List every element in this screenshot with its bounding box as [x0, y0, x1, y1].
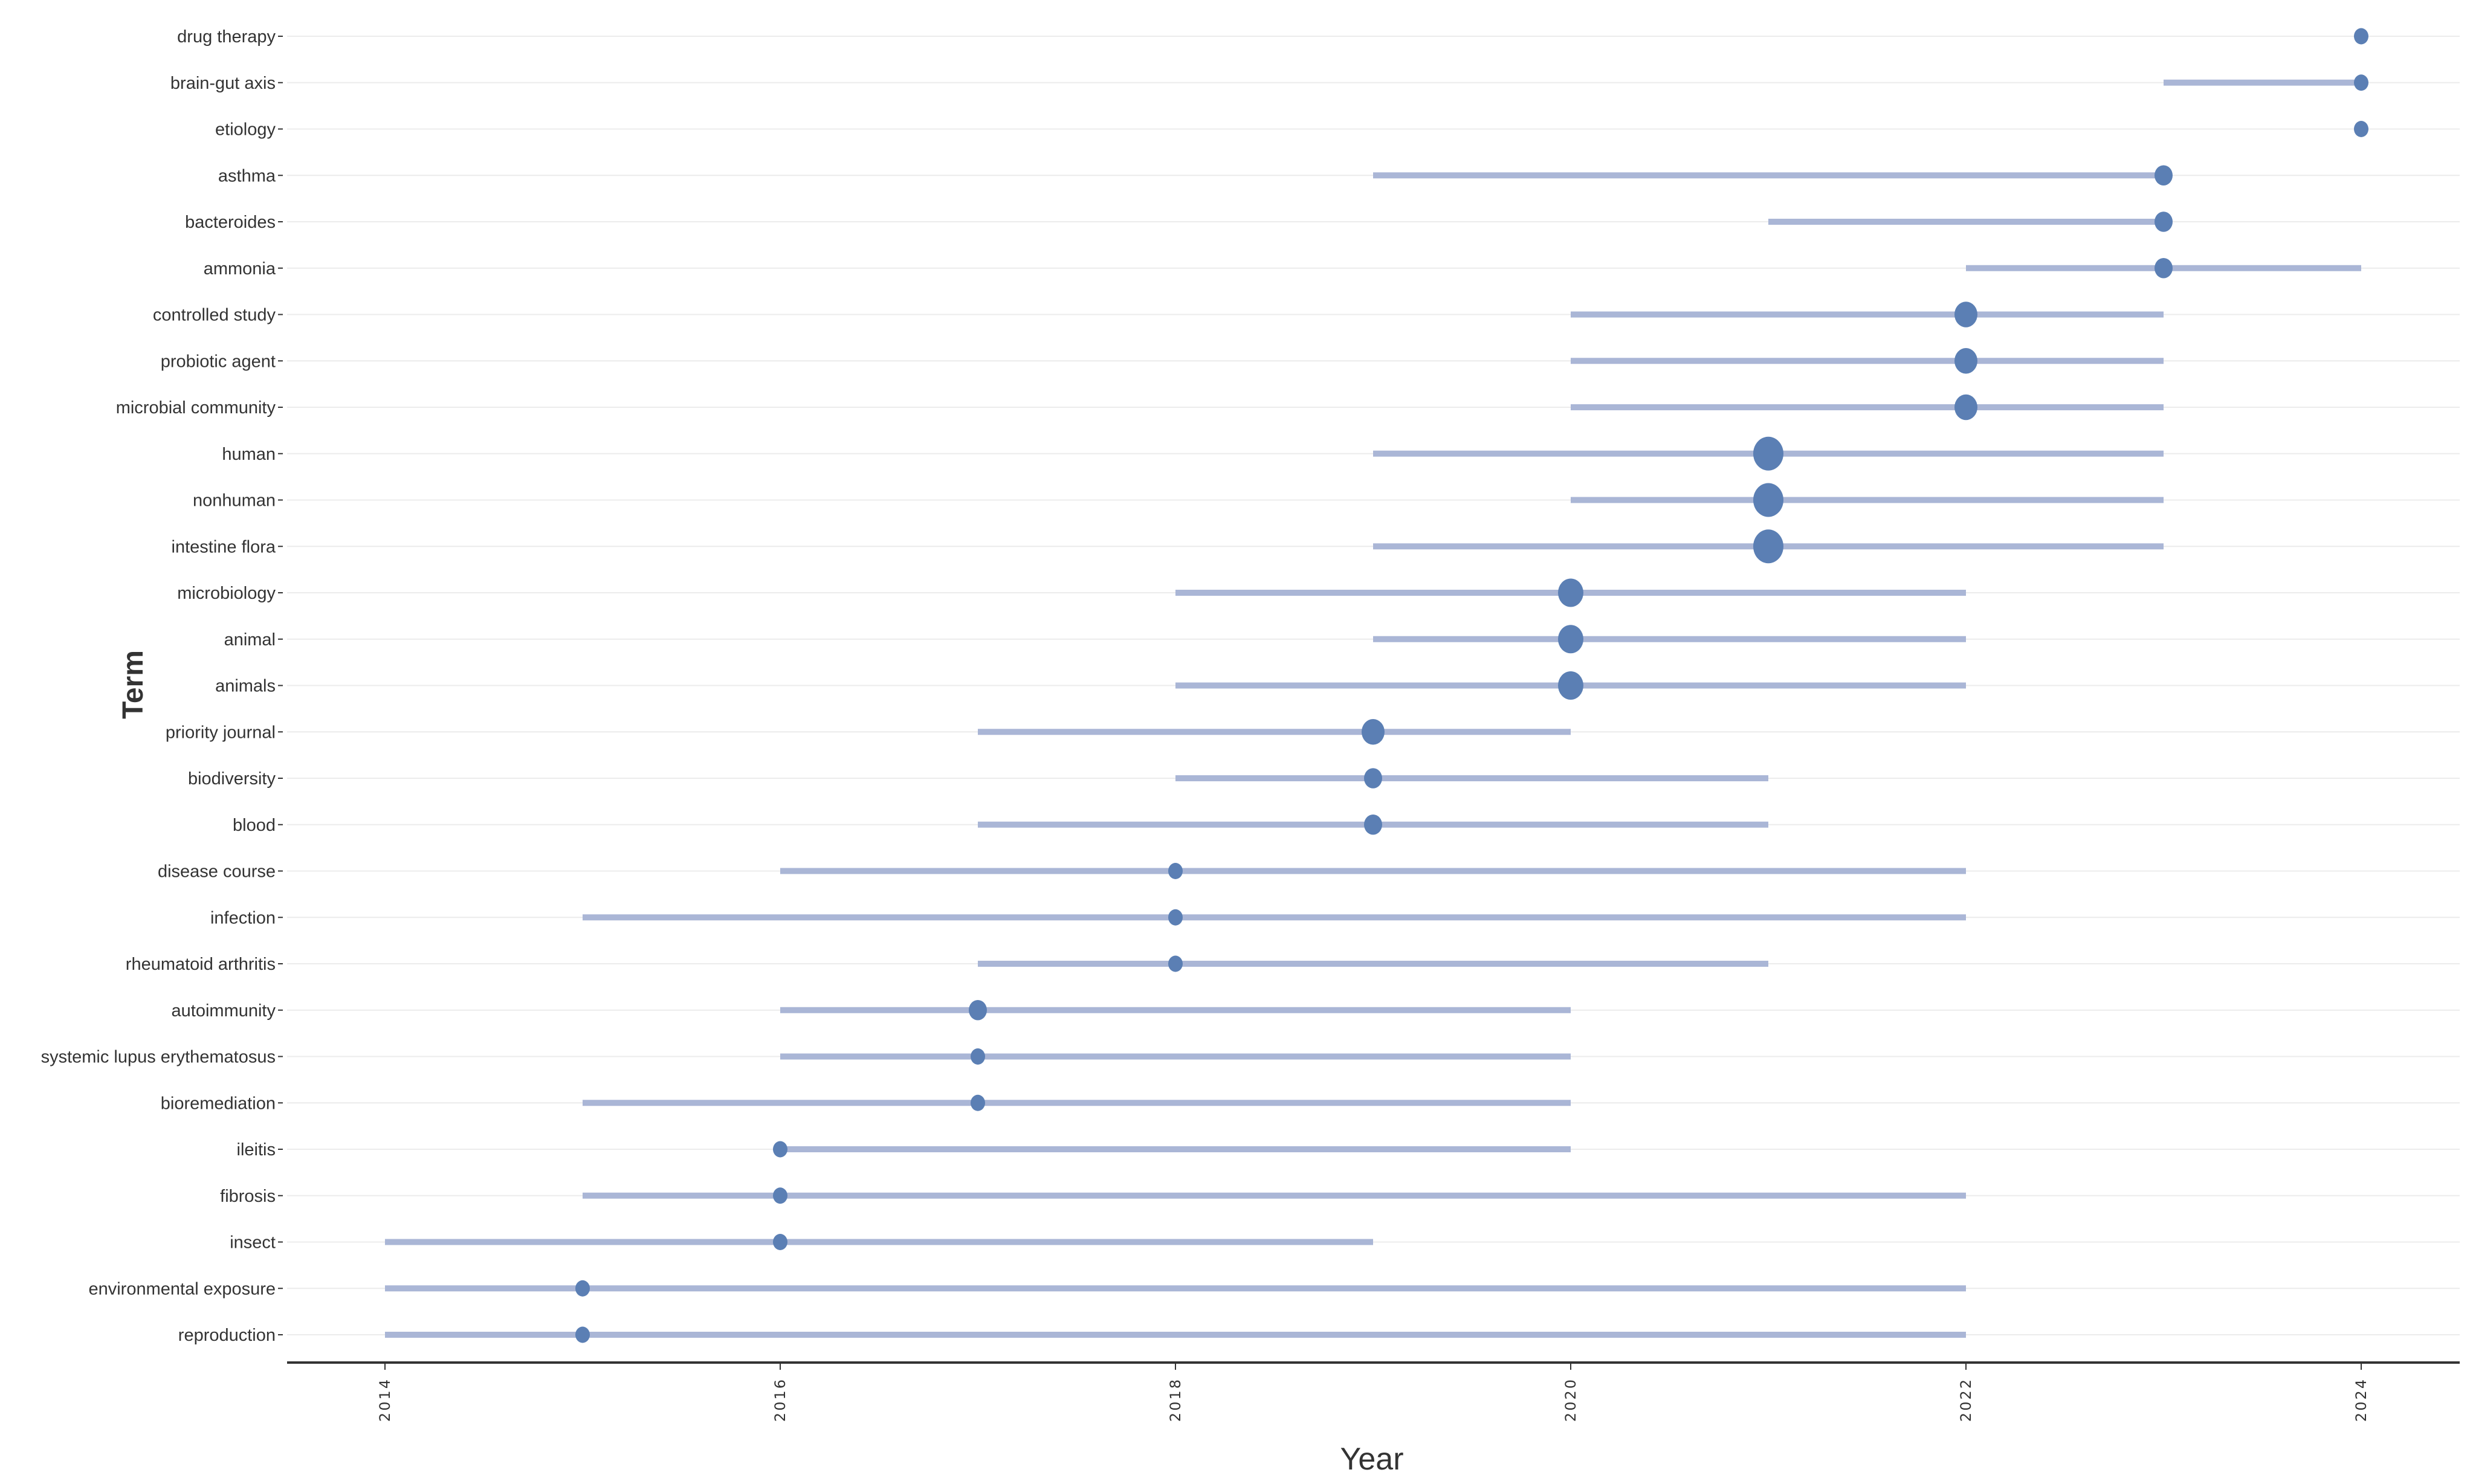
term-median-point — [1168, 863, 1183, 879]
term-label: drug therapy — [177, 27, 276, 47]
y-tick-labels: drug therapy brain-gut axis etiology asthma… — [41, 27, 283, 1345]
x-tick-label: 2020 — [1562, 1378, 1579, 1422]
term-label: etiology — [215, 120, 276, 140]
term-label: ammonia — [204, 259, 276, 279]
y-axis-title: Term — [117, 650, 149, 719]
term-label: intestine flora — [172, 537, 276, 556]
x-tick-label: 2018 — [1167, 1378, 1184, 1422]
term-median-point — [2354, 74, 2368, 91]
term-median-point — [1753, 436, 1783, 471]
term-label: bioremediation — [161, 1094, 276, 1113]
term-median-point — [1753, 483, 1783, 517]
term-median-point — [1753, 529, 1783, 564]
term-label: brain-gut axis — [170, 74, 276, 93]
term-label: bacteroides — [185, 213, 276, 232]
term-median-point — [1558, 625, 1583, 654]
term-median-point — [2155, 165, 2173, 186]
term-label: biodiversity — [188, 769, 276, 789]
x-tick-label: 2024 — [2353, 1378, 2370, 1422]
term-label: fibrosis — [220, 1187, 276, 1206]
x-tick-label: 2014 — [377, 1378, 393, 1422]
x-axis-title: Year — [1340, 1442, 1403, 1477]
term-label: blood — [233, 816, 276, 835]
term-median-point — [1168, 955, 1183, 972]
term-label: asthma — [218, 166, 276, 186]
term-label: animal — [224, 630, 276, 650]
term-label: animals — [215, 677, 276, 696]
term-median-point — [2354, 121, 2368, 137]
term-median-point — [1168, 909, 1183, 926]
term-median-point — [1558, 671, 1583, 700]
term-label: disease course — [158, 862, 276, 882]
term-label: insect — [230, 1233, 276, 1253]
term-label: reproduction — [178, 1326, 276, 1345]
term-label: controlled study — [153, 306, 276, 325]
term-median-point — [575, 1326, 590, 1343]
term-median-point — [1954, 302, 1977, 327]
term-median-point — [1558, 578, 1583, 607]
median-points — [575, 28, 2368, 1343]
term-label: systemic lupus erythematosus — [41, 1048, 276, 1067]
term-median-point — [773, 1234, 787, 1250]
term-median-point — [2354, 28, 2368, 45]
term-median-point — [773, 1187, 787, 1204]
term-median-point — [1364, 768, 1382, 789]
term-label: autoimmunity — [172, 1001, 276, 1021]
term-median-point — [2155, 211, 2173, 232]
range-lines — [385, 79, 2361, 1338]
term-label: environmental exposure — [88, 1279, 276, 1298]
term-median-point — [1362, 718, 1385, 745]
term-label: priority journal — [166, 723, 276, 742]
term-label: human — [222, 445, 276, 464]
x-tick-label: 2022 — [1957, 1378, 1974, 1422]
term-label: microbial community — [116, 398, 276, 418]
term-label: ileitis — [237, 1140, 276, 1160]
term-label: infection — [210, 908, 276, 928]
term-label: nonhuman — [193, 491, 276, 511]
term-median-point — [971, 1048, 985, 1065]
term-label: rheumatoid arthritis — [126, 955, 276, 974]
term-label: probiotic agent — [161, 352, 276, 371]
term-median-point — [1364, 814, 1382, 835]
term-median-point — [773, 1141, 787, 1158]
term-median-point — [1954, 394, 1977, 421]
term-median-point — [575, 1280, 590, 1297]
term-median-point — [1954, 347, 1977, 374]
term-median-point — [969, 999, 987, 1021]
term-label: microbiology — [177, 584, 276, 603]
x-axis: 2014 2016 2018 2020 2022 2024 — [287, 1361, 2460, 1422]
term-median-point — [971, 1094, 985, 1111]
term-median-point — [2155, 257, 2173, 279]
x-tick-label: 2016 — [772, 1378, 789, 1422]
